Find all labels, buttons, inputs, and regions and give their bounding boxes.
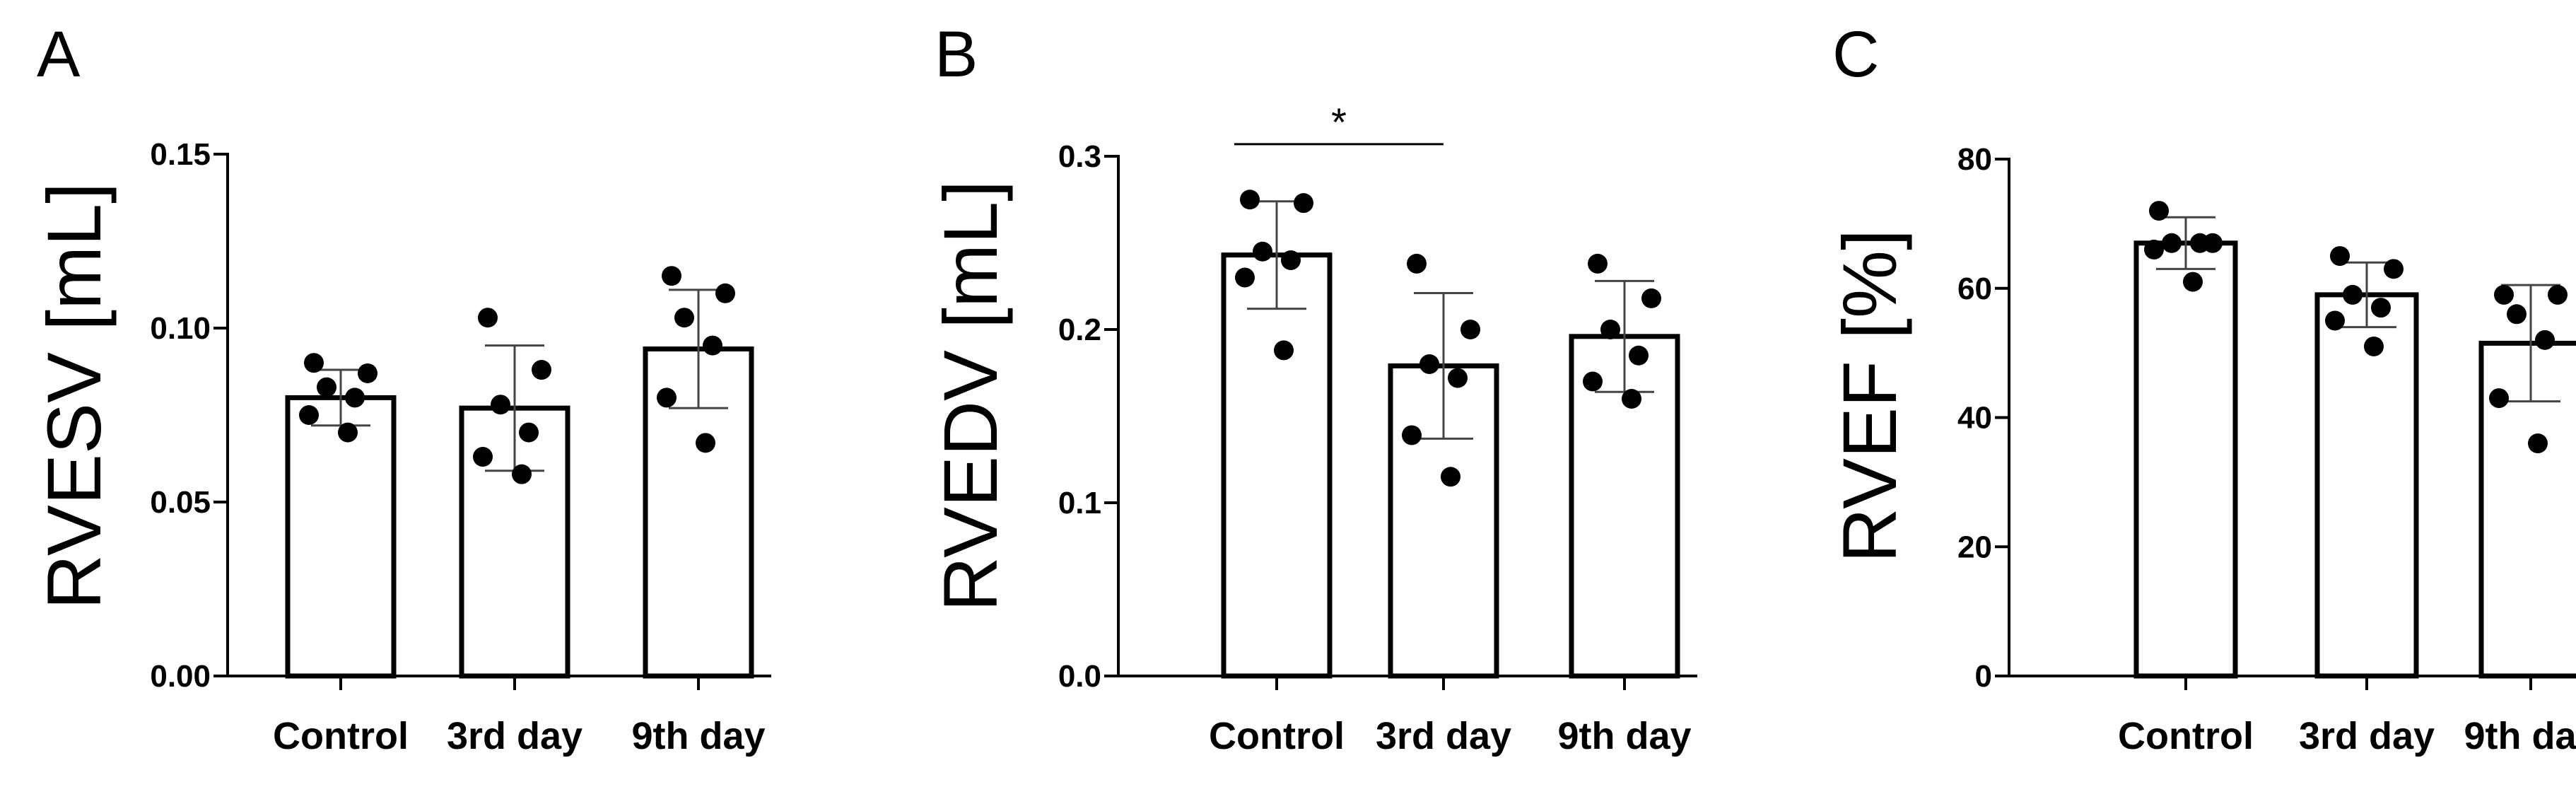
y-tick-label: 0.2 bbox=[1058, 313, 1101, 347]
panel-c-letter: C bbox=[1832, 18, 1879, 91]
data-point bbox=[1441, 467, 1460, 487]
data-point bbox=[1240, 190, 1260, 210]
data-point bbox=[1402, 425, 1422, 445]
panel-a-plot: 0.00 0.05 0.10 0.15 Control 3rd day 9th day bbox=[150, 137, 771, 757]
data-point bbox=[1622, 389, 1641, 409]
data-point bbox=[2144, 239, 2164, 260]
data-point bbox=[2330, 246, 2350, 267]
x-category-label: Control bbox=[1209, 715, 1345, 757]
y-tick-label: 80 bbox=[1957, 142, 1992, 177]
x-category-label: 3rd day bbox=[2299, 715, 2435, 757]
bar bbox=[1221, 252, 1333, 679]
data-point bbox=[662, 266, 681, 286]
data-point bbox=[1419, 354, 1439, 374]
data-point bbox=[2183, 272, 2203, 292]
data-point bbox=[512, 464, 532, 484]
x-category-label: Control bbox=[2118, 715, 2254, 757]
data-point bbox=[1253, 241, 1272, 262]
bar bbox=[285, 395, 397, 679]
x-category-label: 9th day bbox=[631, 715, 765, 757]
y-tick-label: 0.0 bbox=[1058, 659, 1101, 694]
x-category-label: 9th day bbox=[1557, 715, 1691, 757]
x-category-label: 9th day bbox=[2464, 715, 2576, 757]
data-point bbox=[1641, 288, 1661, 308]
data-point bbox=[2384, 259, 2404, 279]
x-category-label: 3rd day bbox=[447, 715, 582, 757]
data-point bbox=[674, 308, 694, 328]
y-tick-label: 0 bbox=[1975, 659, 1992, 694]
significance-label: * bbox=[1331, 100, 1347, 144]
panel-c: C RVEF [%] 0 20 40 60 80 Control 3rd day 9th da… bbox=[1827, 18, 2576, 757]
panel-b-plot: 0.0 0.1 0.2 0.3 Control 3rd day 9th day * bbox=[1058, 100, 1697, 757]
data-point bbox=[532, 360, 551, 380]
panel-c-plot: 0 20 40 60 80 Control 3rd day 9th day bbox=[1957, 142, 2576, 757]
panel-a-y-axis-label: RVESV [mL] bbox=[31, 182, 117, 610]
data-point bbox=[1407, 253, 1427, 274]
data-point bbox=[299, 405, 319, 425]
data-point bbox=[1588, 253, 1608, 274]
data-point bbox=[345, 387, 365, 408]
data-point bbox=[1629, 345, 1649, 366]
data-point bbox=[358, 363, 377, 383]
panel-b: B RVEDV [mL] 0.0 0.1 0.2 0.3 Control 3rd day 9… bbox=[927, 18, 1697, 757]
data-point bbox=[1583, 371, 1603, 392]
panel-c-y-axis-label: RVEF [%] bbox=[1827, 229, 1912, 563]
y-tick-label: 60 bbox=[1957, 272, 1992, 306]
y-tick-label: 0.3 bbox=[1058, 139, 1101, 174]
data-point bbox=[519, 422, 539, 443]
data-point bbox=[1448, 368, 1468, 388]
data-point bbox=[1600, 320, 1620, 339]
panel-a: A RVESV [mL] 0.00 0.05 0.10 0.15 Control 3rd … bbox=[31, 18, 771, 757]
bar bbox=[2133, 240, 2238, 679]
data-point bbox=[2364, 336, 2384, 356]
panel-a-letter: A bbox=[37, 18, 81, 91]
data-point bbox=[1294, 193, 1313, 214]
x-category-label: Control bbox=[273, 715, 409, 757]
data-point bbox=[2548, 284, 2568, 305]
y-tick-label: 20 bbox=[1957, 530, 1992, 564]
panel-b-letter: B bbox=[935, 18, 978, 91]
data-point bbox=[1460, 320, 1480, 339]
data-point bbox=[715, 283, 735, 303]
y-tick-label: 0.05 bbox=[150, 485, 211, 520]
y-tick-label: 40 bbox=[1957, 401, 1992, 436]
data-point bbox=[2190, 233, 2210, 253]
panel-b-y-axis-label: RVEDV [mL] bbox=[927, 180, 1013, 612]
data-point bbox=[1235, 267, 1255, 288]
data-point bbox=[2507, 304, 2527, 325]
data-point bbox=[338, 422, 358, 443]
data-point bbox=[2371, 298, 2391, 318]
data-point bbox=[491, 395, 510, 415]
x-category-label: 3rd day bbox=[1376, 715, 1511, 757]
data-point bbox=[1281, 250, 1301, 270]
data-point bbox=[2528, 433, 2548, 454]
data-point bbox=[703, 335, 722, 356]
data-point bbox=[2325, 310, 2345, 331]
data-point bbox=[1274, 340, 1294, 361]
data-point bbox=[696, 433, 715, 453]
data-point bbox=[304, 353, 324, 373]
data-point bbox=[2149, 201, 2169, 221]
y-tick-label: 0.1 bbox=[1058, 486, 1101, 520]
y-tick-label: 0.15 bbox=[150, 137, 211, 172]
y-tick-label: 0.00 bbox=[150, 659, 211, 694]
data-point bbox=[657, 387, 677, 408]
data-point bbox=[2535, 330, 2555, 350]
data-point bbox=[2162, 233, 2182, 253]
data-point bbox=[2343, 284, 2363, 305]
data-point bbox=[2494, 284, 2514, 305]
data-point bbox=[473, 447, 493, 467]
data-point bbox=[478, 308, 498, 328]
data-point bbox=[317, 377, 336, 397]
y-tick-label: 0.10 bbox=[150, 311, 211, 346]
data-point bbox=[2489, 388, 2509, 409]
